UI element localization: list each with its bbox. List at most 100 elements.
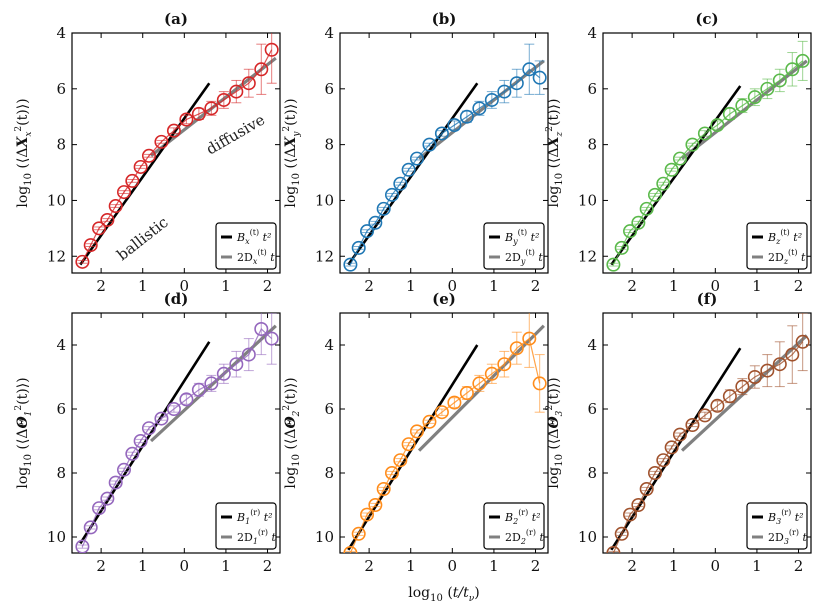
- legend-label-diffusive: 2Dz(t) t: [768, 248, 806, 266]
- data-point: [664, 440, 679, 455]
- data-point: [472, 101, 487, 116]
- data-point: [216, 92, 231, 107]
- data-point: [179, 392, 194, 407]
- x-tick-label: 0: [711, 277, 721, 295]
- y-axis-label: log10 (⟨ΔΘ12(t)⟩): [14, 377, 34, 488]
- x-tick-label: 2: [794, 277, 804, 295]
- data-point: [497, 84, 512, 99]
- data-point: [125, 446, 140, 461]
- x-tick-label: 2: [531, 557, 541, 575]
- axes-frame: [602, 32, 812, 274]
- data-point: [484, 366, 499, 381]
- x-tick-label: 2: [263, 277, 273, 295]
- data-point: [710, 398, 725, 413]
- data-point: [785, 347, 800, 362]
- legend-label-ballistic: B2(r) t²: [504, 508, 541, 526]
- legend-label-diffusive: 2D3(r) t: [768, 528, 807, 546]
- data-point: [509, 76, 524, 91]
- data-point: [697, 126, 712, 141]
- y-tick-label: 4: [324, 336, 334, 354]
- data-point: [672, 151, 687, 166]
- annotation-ballistic: ballistic: [113, 213, 171, 264]
- legend-label-diffusive: 2Dy(t) t: [505, 248, 543, 266]
- x-tick-label: 1: [138, 277, 148, 295]
- data-point: [409, 424, 424, 439]
- y-tick-label: 6: [324, 80, 334, 98]
- data-point: [772, 73, 787, 88]
- y-tick-label: 8: [324, 464, 334, 482]
- data-point: [75, 254, 90, 269]
- ballistic-fit-line: [347, 344, 479, 551]
- data-point: [409, 151, 424, 166]
- y-tick-label: 6: [56, 80, 66, 98]
- data-point: [522, 62, 537, 77]
- x-tick-label: 1: [221, 277, 231, 295]
- data-point: [351, 526, 366, 541]
- data-point: [760, 81, 775, 96]
- data-point: [204, 101, 219, 116]
- axes-frame: [71, 312, 281, 554]
- data-point: [459, 385, 474, 400]
- y-tick-label: 4: [324, 24, 334, 42]
- data-point: [117, 185, 132, 200]
- data-point: [710, 118, 725, 133]
- y-tick-label: 8: [324, 136, 334, 154]
- data-point: [631, 215, 646, 230]
- x-tick-label: 2: [263, 557, 273, 575]
- x-tick-label: 0: [448, 557, 458, 575]
- x-tick-label: 2: [364, 557, 374, 575]
- legend-label-diffusive: 2Dx(t) t: [237, 248, 275, 266]
- data-point: [191, 382, 206, 397]
- data-point: [401, 437, 416, 452]
- legend-label-diffusive: 2D2(r) t: [505, 528, 544, 546]
- x-tick-label: 2: [627, 277, 637, 295]
- data-point: [656, 176, 671, 191]
- data-point: [83, 520, 98, 535]
- data-point: [384, 465, 399, 480]
- data-point: [133, 433, 148, 448]
- data-point: [772, 357, 787, 372]
- data-point: [484, 92, 499, 107]
- y-tick-label: 10: [578, 528, 597, 546]
- data-point: [422, 414, 437, 429]
- data-point: [785, 62, 800, 77]
- data-point: [229, 357, 244, 372]
- data-point: [100, 212, 115, 227]
- panel-title: (d): [164, 290, 189, 308]
- data-point: [631, 497, 646, 512]
- x-tick-label: 1: [138, 557, 148, 575]
- panel-title: (c): [695, 10, 718, 28]
- data-point: [623, 224, 638, 239]
- data-point: [141, 421, 156, 436]
- annotation-diffusive: diffusive: [203, 111, 268, 159]
- plot-area: [606, 313, 810, 553]
- x-tick-label: 0: [448, 277, 458, 295]
- data-point: [747, 90, 762, 105]
- data-point: [497, 357, 512, 372]
- plot-area: [343, 313, 547, 553]
- data-point: [735, 98, 750, 113]
- data-point: [368, 215, 383, 230]
- y-tick-label: 10: [315, 528, 334, 546]
- data-point: [760, 363, 775, 378]
- data-point: [735, 379, 750, 394]
- data-point: [376, 201, 391, 216]
- y-tick-label: 8: [56, 136, 66, 154]
- data-point: [92, 501, 107, 516]
- y-tick-label: 12: [578, 247, 597, 265]
- x-tick-label: 0: [711, 557, 721, 575]
- x-tick-label: 1: [669, 277, 679, 295]
- x-tick-label: 2: [794, 557, 804, 575]
- y-tick-label: 6: [587, 80, 597, 98]
- data-point: [722, 389, 737, 404]
- data-point: [422, 137, 437, 152]
- data-point: [92, 221, 107, 236]
- data-point: [647, 465, 662, 480]
- x-tick-label: 2: [531, 277, 541, 295]
- data-point: [509, 341, 524, 356]
- data-point: [722, 106, 737, 121]
- x-tick-label: 1: [752, 277, 762, 295]
